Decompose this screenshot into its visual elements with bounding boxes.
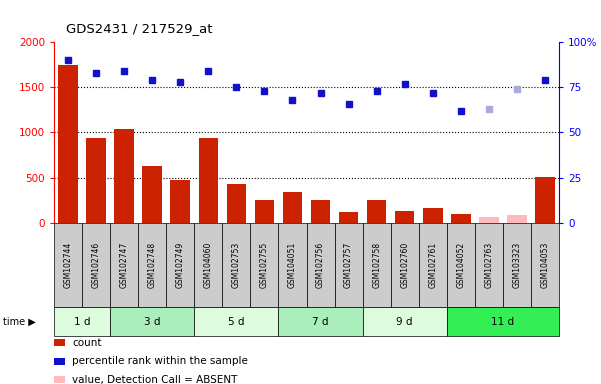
Text: GSM102761: GSM102761 [429, 242, 437, 288]
Bar [198, 138, 218, 223]
Text: GSM102753: GSM102753 [232, 242, 241, 288]
Bar [142, 166, 162, 223]
Bar [339, 212, 358, 223]
Text: 9 d: 9 d [397, 316, 413, 327]
Text: GSM102757: GSM102757 [344, 242, 353, 288]
Text: GSM102758: GSM102758 [372, 242, 381, 288]
Text: GSM102763: GSM102763 [484, 242, 493, 288]
Text: GSM102747: GSM102747 [120, 242, 129, 288]
Text: GSM102756: GSM102756 [316, 242, 325, 288]
Text: 1 d: 1 d [74, 316, 90, 327]
Bar [114, 129, 134, 223]
Text: GSM103323: GSM103323 [513, 242, 521, 288]
Text: time ▶: time ▶ [3, 316, 35, 327]
Text: 5 d: 5 d [228, 316, 245, 327]
Text: GSM104052: GSM104052 [456, 242, 465, 288]
Text: GSM102744: GSM102744 [64, 242, 73, 288]
Text: GSM102760: GSM102760 [400, 242, 409, 288]
Bar [171, 180, 190, 223]
Text: percentile rank within the sample: percentile rank within the sample [72, 356, 248, 366]
Bar [282, 192, 302, 223]
Text: count: count [72, 338, 102, 348]
Text: GSM104051: GSM104051 [288, 242, 297, 288]
Text: GSM104053: GSM104053 [540, 242, 549, 288]
Bar [535, 177, 555, 223]
Text: 7 d: 7 d [313, 316, 329, 327]
Bar [87, 138, 106, 223]
Bar [227, 184, 246, 223]
Text: value, Detection Call = ABSENT: value, Detection Call = ABSENT [72, 375, 237, 384]
Text: GSM104060: GSM104060 [204, 242, 213, 288]
Text: GSM102749: GSM102749 [176, 242, 185, 288]
Bar [395, 212, 415, 223]
Bar [58, 65, 78, 223]
Text: GSM102746: GSM102746 [92, 242, 100, 288]
Text: 11 d: 11 d [491, 316, 514, 327]
Bar [423, 208, 442, 223]
Bar [255, 200, 274, 223]
Text: 3 d: 3 d [144, 316, 160, 327]
Bar [311, 200, 331, 223]
Bar [479, 217, 499, 223]
Text: GDS2431 / 217529_at: GDS2431 / 217529_at [66, 22, 213, 35]
Bar [451, 214, 471, 223]
Text: GSM102748: GSM102748 [148, 242, 157, 288]
Text: GSM102755: GSM102755 [260, 242, 269, 288]
Bar [507, 215, 526, 223]
Bar [367, 200, 386, 223]
